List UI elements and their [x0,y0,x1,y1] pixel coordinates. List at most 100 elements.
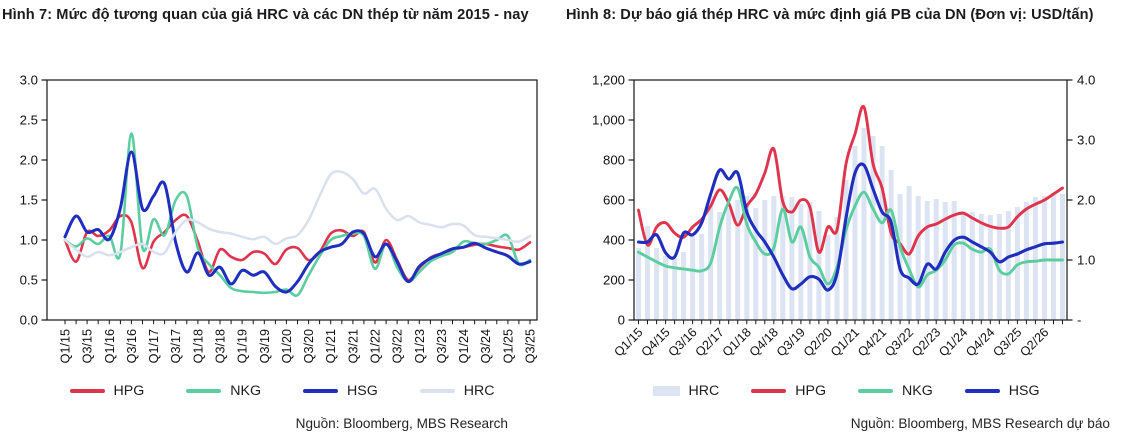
y-axis-tick-label: 600 [603,193,625,208]
x-axis-tick-label: Q2/17 [693,325,727,359]
x-axis-tick-label: Q3/18 [214,329,228,363]
legend-item-hpg: HPG [751,383,826,399]
x-axis-tick-label: Q3/25 [524,329,538,363]
legend-swatch-hrc [652,386,680,396]
y-axis-tick-label: 2.5 [20,113,38,128]
bar-hrc [717,212,723,320]
bar-hrc [879,146,885,320]
x-axis-tick-label: Q4/15 [639,325,673,359]
bar-hrc [681,252,687,320]
bar-hrc [663,256,669,320]
bar-hrc [951,201,957,320]
x-axis-tick-label: Q3/16 [125,329,139,363]
y-axis-tick-label: 800 [603,153,625,168]
x-axis-tick-label: Q3/19 [774,325,808,359]
bar-hrc [861,128,867,320]
legend-swatch-nkg [186,389,222,393]
legend-item-nkg: NKG [858,383,933,399]
x-axis-tick-label: Q4/24 [963,325,997,359]
legend-label-hrc: HRC [463,383,495,399]
bar-hrc [753,208,759,320]
y-axis-tick-label: 0.5 [20,273,38,288]
legend-item-hpg: HPG [69,383,145,399]
bar-hrc [699,234,705,320]
bar-hrc [870,136,876,320]
x-axis-tick-label: Q3/16 [666,325,700,359]
bar-hrc [726,208,732,320]
bar-hrc [978,214,984,320]
legend-swatch-hsg [964,389,1000,393]
x-axis-tick-label: Q2/23 [909,325,943,359]
x-axis-tick-label: Q1/22 [369,329,383,363]
line-hsg [636,162,1065,292]
legend-swatch-nkg [858,389,893,393]
bar-hrc [987,215,993,320]
legend-swatch-hpg [751,389,787,393]
bar-hrc [807,202,813,320]
bar-hrc [969,212,975,320]
figure-8-chart: 0 200 400 600 800 1,000 1,200 - 1.0 2.0 3.0 4.0 Q1/1… [592,73,1095,360]
bar-hrc [1051,195,1056,320]
y2-axis-tick-label: 4.0 [1077,73,1095,88]
y-axis-tick-label: 1,200 [592,73,625,88]
x-axis-tick-label: Q1/23 [413,329,427,363]
figure-7-legend: HPG NKG HSG HRC [0,383,564,399]
legend-label-nkg: NKG [902,383,933,399]
bar-hrc [888,170,894,320]
line-nkg [63,132,532,297]
y-axis-tick-label: 0 [618,313,625,328]
y-axis-tick-label: 3.0 [20,73,38,88]
bar-hrc [1005,211,1011,320]
x-axis-tick-label: Q3/17 [169,329,183,363]
y-axis-tick-label: 400 [603,233,625,248]
x-axis-tick-label: Q3/15 [81,329,95,363]
x-axis-tick-label: Q3/22 [882,325,916,359]
y2-axis-tick-label: 3.0 [1077,133,1095,148]
bar-hrc [744,196,750,320]
figure-7-title: Hình 7: Mức độ tương quan của giá HRC và… [2,7,529,23]
legend-swatch-hsg [303,389,338,393]
x-axis-tick-label: Q3/19 [258,329,272,363]
bar-hrc [762,200,768,320]
line-hsg [63,150,532,294]
x-axis-tick-label: Q2/26 [1017,325,1051,359]
y-axis-tick-label: 2.0 [20,153,38,168]
line-nkg [637,185,1064,289]
x-axis-tick-label: Q4/18 [747,325,781,359]
legend-item-hrc: HRC [652,383,719,399]
x-axis-tick-label: Q1/21 [828,325,862,359]
y-axis-tick-label: 200 [603,273,625,288]
legend-label-hsg: HSG [1008,383,1040,399]
x-axis-tick-label: Q1/18 [720,325,754,359]
bar-hrc [735,200,741,320]
bar-hrc [1060,194,1065,320]
x-axis-tick-label: Q1/25 [501,329,515,363]
bar-hrc [708,196,714,320]
figure-8-legend: HRC HPG NKG HSG [564,383,1128,399]
x-axis-tick-label: Q2/20 [801,325,835,359]
legend-label-hsg: HSG [347,383,378,399]
bar-hrc [636,248,641,320]
x-axis-tick-label: Q3/20 [302,329,316,363]
bar-hrc [843,180,849,320]
x-axis-tick-label: Q1/19 [236,329,250,363]
bar-hrc [780,196,786,320]
bar-hrc [654,248,660,320]
y2-axis-tick-label: - [1077,313,1081,328]
bar-hrc [672,258,678,320]
x-axis-tick-label: Q1/24 [457,329,471,363]
x-axis-tick-label: Q1/16 [103,329,117,363]
bar-hrc [825,235,831,320]
x-axis-tick-label: Q3/21 [346,329,360,363]
x-axis-tick-label: Q1/18 [191,329,205,363]
bar-hrc [852,146,858,320]
y-axis-tick-label: 1.5 [20,193,38,208]
bar-hrc [933,199,939,320]
x-axis-tick-label: Q1/24 [936,325,970,359]
legend-label-hpg: HPG [113,383,145,399]
legend-item-hsg: HSG [964,383,1040,399]
legend-label-nkg: NKG [230,383,261,399]
y-axis-tick-label: 1.0 [20,233,38,248]
legend-label-hpg: HPG [795,383,826,399]
